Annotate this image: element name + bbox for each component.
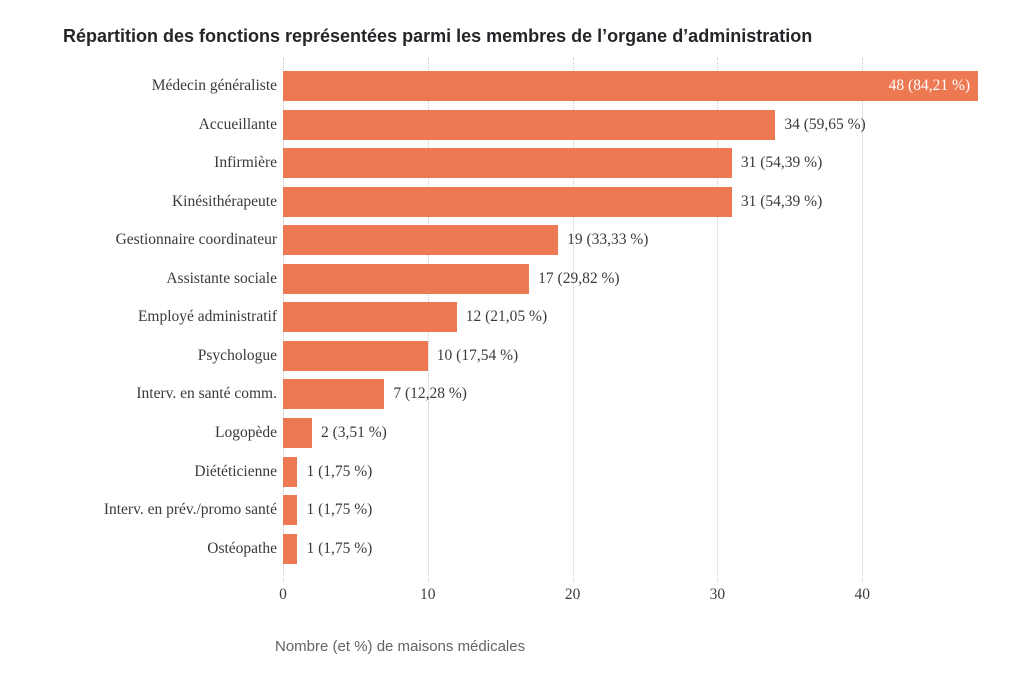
category-label: Assistante sociale (166, 269, 277, 287)
category-label: Employé administratif (137, 308, 277, 326)
bar-8 (283, 340, 428, 371)
bar-2 (283, 109, 776, 140)
x-tick-label: 10 (420, 586, 436, 603)
bar-value-label: 2 (3,51 %) (320, 423, 387, 441)
bar-11 (283, 456, 298, 487)
bar-value-label: 34 (59,65 %) (784, 115, 866, 133)
bar-value-label: 31 (54,39 %) (740, 154, 823, 172)
gridline-x-20 (572, 58, 574, 582)
category-label: Psychologue (197, 346, 277, 364)
category-label: Infirmière (214, 154, 277, 172)
bar-value-label: 10 (17,54 %) (436, 346, 519, 364)
category-label: Accueillante (198, 115, 277, 133)
bar-3 (283, 148, 732, 179)
bar-10 (283, 417, 312, 448)
x-tick-label: 0 (279, 586, 287, 603)
bar-value-label: 1 (1,75 %) (306, 462, 373, 480)
category-label: Médecin généraliste (151, 77, 277, 94)
bar-6 (283, 263, 530, 294)
category-label: Diététicienne (194, 462, 277, 480)
bar-13 (283, 533, 298, 564)
bar-4 (283, 186, 732, 217)
bar-5 (283, 225, 559, 256)
bar-value-label: 19 (33,33 %) (567, 231, 649, 249)
x-tick-label: 30 (709, 586, 726, 603)
category-label: Gestionnaire coordinateur (115, 231, 277, 249)
gridline-x-30 (717, 58, 719, 582)
bar-value-label: 1 (1,75 %) (306, 539, 373, 557)
chart-title: Répartition des fonctions représentées p… (63, 26, 813, 46)
bar-9 (283, 379, 385, 410)
bar-value-label: 48 (84,21 %) (888, 77, 971, 94)
bar-value-label: 1 (1,75 %) (306, 501, 373, 519)
category-label: Ostéopathe (207, 539, 277, 557)
bar-value-label: 31 (54,39 %) (740, 192, 823, 210)
category-label: Logopède (215, 423, 277, 441)
category-label: Interv. en prév./promo santé (103, 501, 277, 519)
x-tick-label: 40 (854, 586, 870, 603)
bar-1: 48 (84,21 %) (283, 71, 979, 101)
x-axis-label: Nombre (et %) de maisons médicales (275, 638, 526, 655)
category-label: Kinésithérapeute (171, 192, 277, 210)
bar-value-label: 12 (21,05 %) (465, 308, 548, 326)
gridline-x-40 (862, 58, 864, 582)
bar-value-label: 17 (29,82 %) (538, 269, 620, 287)
x-tick-label: 20 (564, 586, 581, 603)
bar-7 (283, 302, 457, 333)
category-label: Interv. en santé comm. (136, 385, 277, 403)
bar-12 (283, 495, 298, 526)
bar-value-label: 7 (12,28 %) (393, 385, 467, 403)
